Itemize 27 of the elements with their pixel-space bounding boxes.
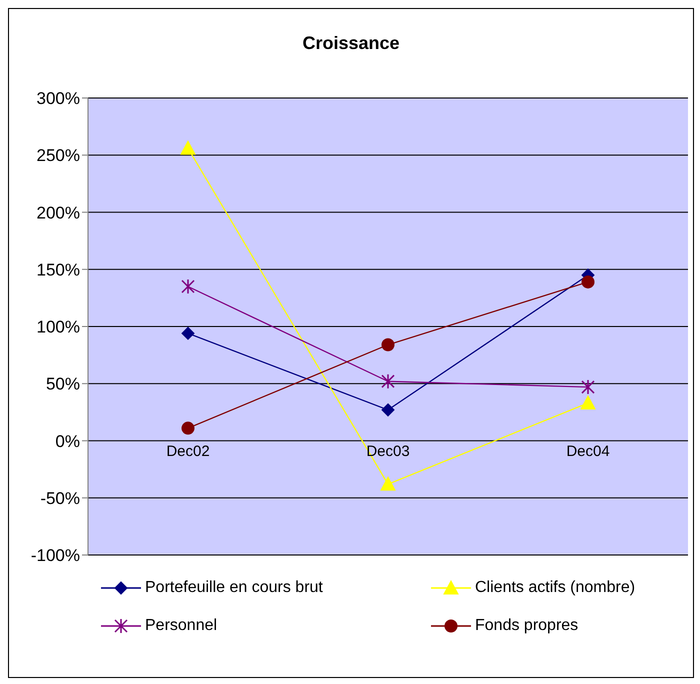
point bbox=[581, 379, 595, 395]
point bbox=[382, 403, 394, 416]
point bbox=[181, 278, 195, 294]
x-tick-label: Dec04 bbox=[566, 443, 610, 460]
point bbox=[180, 140, 196, 155]
x-tick-label: Dec02 bbox=[166, 443, 210, 460]
y-tick-label: 250% bbox=[36, 146, 80, 166]
point bbox=[582, 275, 594, 288]
y-tick-label: 50% bbox=[46, 374, 80, 394]
y-tick-label: 200% bbox=[36, 203, 80, 222]
point bbox=[380, 476, 396, 491]
y-tick-label: -50% bbox=[40, 488, 80, 508]
y-tick-label: 300% bbox=[36, 89, 80, 108]
y-tick-label: 150% bbox=[36, 260, 80, 280]
legend-label: Fonds propres bbox=[475, 617, 578, 635]
point bbox=[381, 374, 395, 390]
point bbox=[580, 396, 596, 410]
chart-title: Croissance bbox=[301, 33, 401, 54]
legend-label: Personnel bbox=[145, 617, 218, 635]
y-tick-label: 0% bbox=[55, 432, 80, 451]
y-tick-label: 100% bbox=[36, 318, 80, 337]
y-tick-label: -100% bbox=[30, 546, 80, 566]
point bbox=[382, 338, 394, 352]
point bbox=[182, 326, 194, 340]
point bbox=[182, 422, 194, 435]
legend-label: Portefeuille en cours brut bbox=[145, 579, 323, 597]
legend-label: Clients actifs (nombre) bbox=[475, 579, 636, 597]
